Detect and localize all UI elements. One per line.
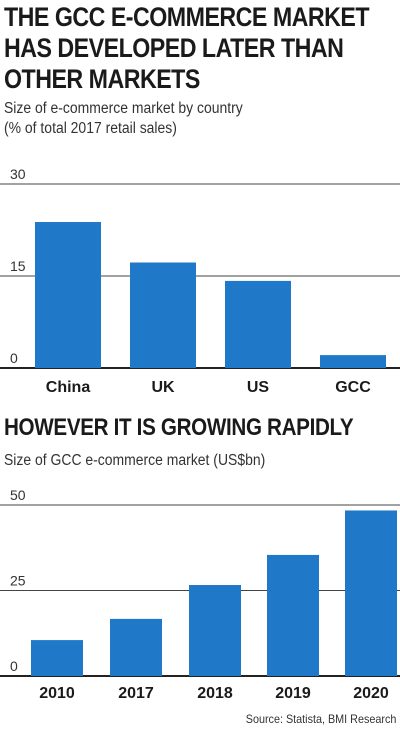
headline-line-2: HAS DEVELOPED LATER THAN xyxy=(4,33,344,63)
chart1-subtitle-line-2: (% of total 2017 retail sales) xyxy=(4,120,177,137)
chart1-bar-gcc xyxy=(320,355,386,368)
chart1-subtitle: Size of e-commerce market by country (% … xyxy=(4,99,360,139)
chart2-ytick-label-0: 0 xyxy=(10,658,18,674)
source-note: Source: Statista, BMI Research xyxy=(245,712,396,726)
chart1-category-label-china: China xyxy=(46,379,91,396)
chart2-bar-2010 xyxy=(31,640,83,676)
chart1-ytick-label-15: 15 xyxy=(10,258,26,274)
chart2-ytick-label-50: 50 xyxy=(10,487,26,503)
chart2-category-label-2020: 2020 xyxy=(353,685,389,702)
chart1-ytick-label-0: 0 xyxy=(10,350,18,366)
chart1-bar-uk xyxy=(130,262,196,368)
chart1-ytick-label-30: 30 xyxy=(10,166,26,182)
chart2-bar-2017 xyxy=(110,618,162,676)
chart2-category-label-2019: 2019 xyxy=(275,685,311,702)
chart2-subtitle-line-1: Size of GCC e-commerce market (US$bn) xyxy=(4,452,266,469)
headline: THE GCC E-COMMERCE MARKET HAS DEVELOPED … xyxy=(4,2,370,95)
headline-line-1: THE GCC E-COMMERCE MARKET xyxy=(4,2,370,32)
chart1-subtitle-line-1: Size of e-commerce market by country xyxy=(4,100,243,117)
chart1-bar-us xyxy=(225,280,291,368)
headline-line-3: OTHER MARKETS xyxy=(4,64,200,94)
chart2-subtitle: Size of GCC e-commerce market (US$bn) xyxy=(4,451,360,471)
chart2-category-label-2018: 2018 xyxy=(197,685,233,702)
chart1-bar-china xyxy=(35,222,101,368)
chart2-bar-2019 xyxy=(267,554,319,676)
chart2-category-label-2017: 2017 xyxy=(118,685,154,702)
chart2-bar-2018 xyxy=(189,585,241,676)
gcc-growth-chart: 0 25 50 2010 2017 2018 2019 2020 xyxy=(0,487,400,702)
chart1-category-label-gcc: GCC xyxy=(335,379,371,396)
chart1-category-label-uk: UK xyxy=(151,379,175,396)
chart2-category-label-2010: 2010 xyxy=(39,685,75,702)
chart2-bar-2020 xyxy=(345,510,397,676)
chart2-title: HOWEVER IT IS GROWING RAPIDLY xyxy=(4,414,354,441)
chart2-ytick-label-25: 25 xyxy=(10,573,26,589)
chart1-category-label-us: US xyxy=(247,379,270,396)
country-share-chart: 0 15 30 China UK US GCC xyxy=(0,166,400,396)
